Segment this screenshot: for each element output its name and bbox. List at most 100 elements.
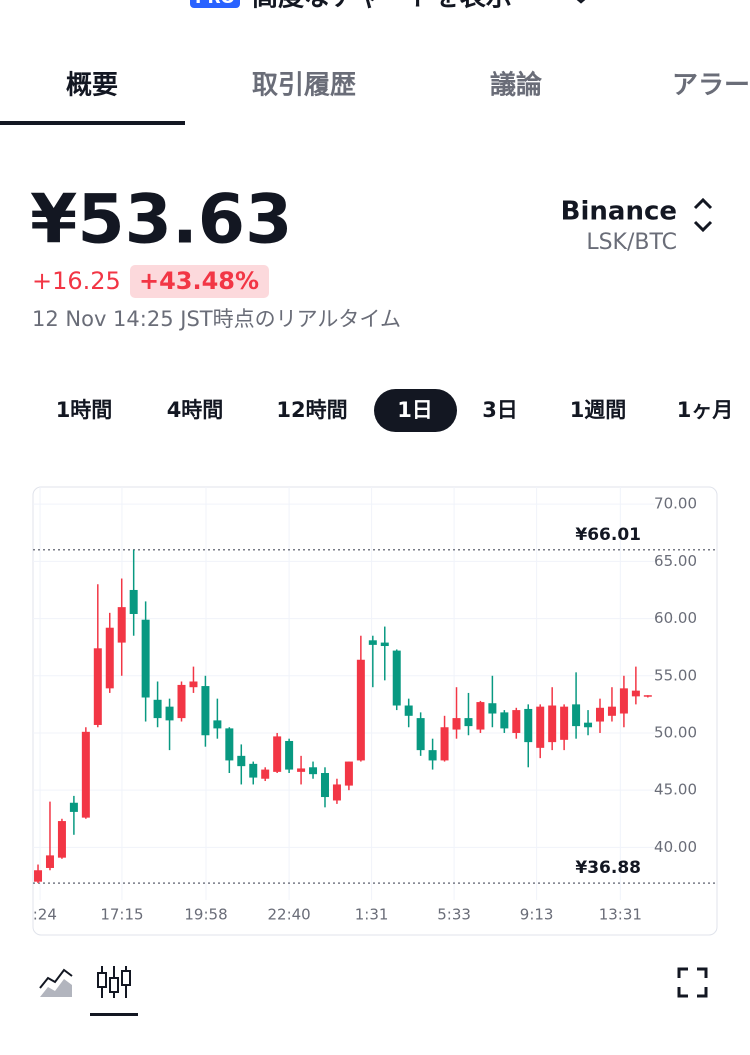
- candle-body: [129, 589, 138, 614]
- candle-body: [368, 640, 377, 645]
- tab[interactable]: 議論: [490, 70, 543, 101]
- candle-body: [619, 688, 628, 714]
- area-chart-icon-line: [39, 968, 73, 989]
- tab-active[interactable]: 概要: [66, 71, 118, 101]
- candle-body: [45, 855, 54, 868]
- price: ¥53.63: [30, 181, 292, 260]
- area-chart-icon[interactable]: [40, 979, 72, 997]
- pro-badge[interactable]: [190, 0, 240, 8]
- x-tick-label: 13:31: [599, 906, 642, 924]
- candle-body: [201, 686, 210, 736]
- candle-body: [440, 727, 449, 761]
- x-tick-label: 9:13: [520, 906, 554, 924]
- y-tick-label: 50.00: [654, 723, 697, 741]
- candle-body: [81, 731, 90, 818]
- x-tick-label: 5:33: [437, 906, 471, 924]
- banner-chevron: [576, 0, 586, 4]
- candle-body: [93, 648, 102, 725]
- candle-body: [177, 684, 186, 719]
- candle-body: [285, 740, 294, 770]
- candle-body: [607, 706, 616, 716]
- reference-label: ¥36.88: [575, 858, 641, 878]
- candle-body: [560, 706, 569, 740]
- change: +16.25: [32, 267, 121, 295]
- candle-body: [332, 784, 341, 801]
- timeframe-selected-pill[interactable]: [374, 389, 457, 432]
- timestamp: 12 Nov 14:25 JST時点のリアルタイム: [32, 307, 401, 331]
- candle-body: [488, 703, 497, 714]
- candle-body: [584, 722, 593, 728]
- candle-body: [344, 761, 353, 786]
- y-tick-label: 70.00: [654, 495, 697, 513]
- candle-body: [524, 708, 533, 743]
- candle-body: [249, 763, 258, 778]
- timeframe[interactable]: 3日: [482, 398, 518, 422]
- candle-body: [631, 690, 640, 697]
- candle-body: [273, 736, 282, 772]
- chart-frame: [32, 486, 718, 936]
- plot: 40.00 45.00 50.00 55.00 60.00 65.00 70.00 4:24 1…: [23, 487, 717, 924]
- candle-body: [213, 720, 222, 729]
- candle-body: [512, 710, 521, 733]
- candle-body: [416, 718, 425, 751]
- candle-body: [380, 642, 389, 647]
- x-tick-label: 22:40: [268, 906, 311, 924]
- fullscreen-icon[interactable]: [677, 967, 708, 998]
- candle-body: [237, 755, 246, 767]
- candle-body: [595, 707, 604, 722]
- candle-body: [392, 650, 401, 706]
- candle-body: [404, 705, 413, 716]
- y-tick-label: 45.00: [654, 781, 697, 799]
- candle-body: [189, 681, 198, 688]
- x-tick-label: 19:58: [184, 906, 227, 924]
- y-tick-label: 60.00: [654, 609, 697, 627]
- candle-body: [320, 773, 329, 798]
- chart-type-underline: [90, 1013, 138, 1016]
- exchange[interactable]: Binance: [561, 197, 677, 227]
- y-tick-label: 40.00: [654, 838, 697, 856]
- candle-body: [500, 712, 509, 729]
- change-badge: [130, 265, 269, 298]
- candle-body: [165, 706, 174, 721]
- tab[interactable]: アラー: [672, 71, 750, 101]
- banner-text[interactable]: 高度なチャートを表示: [252, 0, 512, 13]
- x-tick-label: 1:31: [355, 906, 389, 924]
- candle-body: [464, 718, 473, 727]
- timeframe-selected[interactable]: 1日: [397, 398, 433, 422]
- candle-body: [225, 728, 234, 761]
- candle-body: [297, 768, 306, 772]
- candle-body: [141, 619, 150, 698]
- candle-body: [428, 750, 437, 761]
- tab-underline: [0, 121, 185, 125]
- x-tick-label: 4:24: [23, 906, 57, 924]
- candle-body: [57, 821, 66, 858]
- y-tick-label: 65.00: [654, 552, 697, 570]
- pro-badge-text: PRO: [195, 0, 235, 8]
- timeframe[interactable]: 12時間: [276, 398, 347, 422]
- tab[interactable]: 取引履歴: [252, 71, 356, 101]
- candle-body: [34, 870, 43, 882]
- timeframe[interactable]: 1時間: [56, 398, 113, 422]
- reference-label: ¥66.01: [575, 525, 641, 545]
- candle-body: [643, 695, 652, 697]
- candle-body: [309, 767, 318, 775]
- candle-body: [548, 705, 557, 743]
- exchange-switch-icon[interactable]: [693, 197, 713, 233]
- candle-body: [261, 769, 270, 779]
- change-percent: +43.48%: [139, 267, 259, 295]
- candle-body: [117, 607, 126, 643]
- x-tick-label: 17:15: [100, 906, 143, 924]
- timeframe[interactable]: 4時間: [167, 398, 224, 422]
- candle-body: [356, 659, 365, 761]
- timeframe[interactable]: 1週間: [570, 398, 627, 422]
- candle-body: [69, 802, 78, 812]
- candle-icon[interactable]: [97, 966, 131, 998]
- candle-body: [536, 706, 545, 748]
- candle-body: [572, 704, 581, 727]
- candle-body: [153, 699, 162, 719]
- pair: LSK/BTC: [586, 230, 677, 255]
- y-tick-label: 55.00: [654, 666, 697, 684]
- timeframe[interactable]: 1ヶ月: [677, 398, 734, 422]
